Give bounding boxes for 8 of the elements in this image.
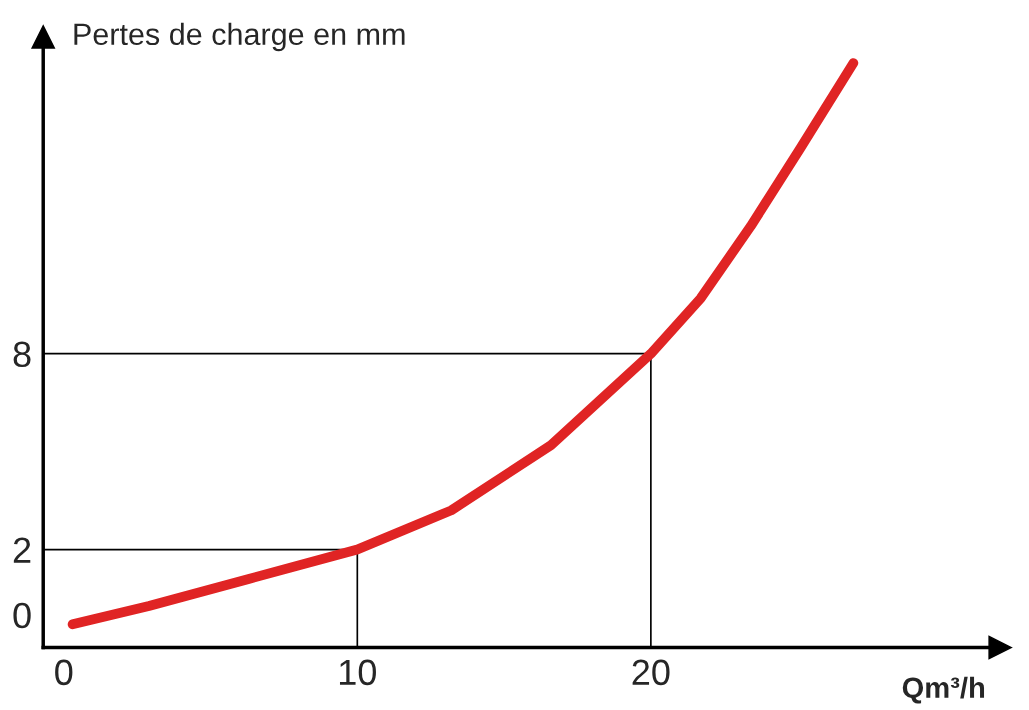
x-axis-title: Qm³/h [902, 676, 985, 704]
y-tick-label: 0 [13, 602, 31, 629]
x-tick-label: 10 [339, 659, 376, 686]
y-tick-label: 2 [13, 537, 31, 563]
y-axis-title: Pertes de charge en mm [74, 22, 405, 52]
y-tick-label: 8 [13, 341, 31, 368]
x-tick-label: 20 [632, 659, 670, 686]
x-tick-label: 0 [55, 659, 73, 686]
